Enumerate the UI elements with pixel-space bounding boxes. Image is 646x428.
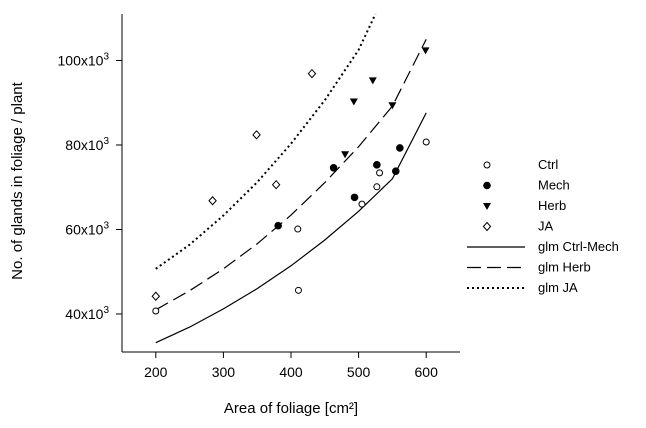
point-ja — [151, 291, 161, 301]
point-herb — [341, 151, 350, 159]
point-mech — [396, 144, 404, 152]
legend-marker-mech — [483, 181, 491, 190]
point-mech — [350, 193, 359, 202]
x-tick-label: 400 — [279, 364, 303, 380]
point-ja — [307, 68, 317, 79]
fit-line-glm-ja — [155, 13, 377, 270]
point-ja — [208, 195, 217, 206]
point-ja — [252, 130, 261, 140]
point-mech — [329, 163, 338, 172]
x-tick-label: 500 — [347, 364, 371, 380]
legend-label-mech: Mech — [538, 178, 570, 193]
legend-label-ctrl: Ctrl — [538, 157, 558, 172]
point-mech — [391, 167, 400, 175]
point-mech — [373, 161, 381, 169]
legend-marker-ctrl — [483, 161, 491, 169]
fit-lines — [155, 13, 427, 344]
x-tick-label: 600 — [415, 364, 439, 380]
x-axis-label: Area of foliage [cm²] — [224, 400, 358, 417]
axes: 200 300 400 500 600 40x103 60x103 80x103 100x103 — [58, 14, 460, 380]
point-mech — [274, 221, 282, 230]
fit-line-glm-ctrl-mech — [155, 112, 427, 344]
point-herb — [349, 98, 358, 106]
legend-label-glm-herb: glm Herb — [538, 260, 591, 275]
x-tick-label: 200 — [144, 364, 168, 380]
y-tick-label: 100x103 — [58, 51, 110, 68]
y-axis-label: No. of glands in foliage / plant — [9, 81, 26, 279]
data-points — [151, 47, 430, 315]
point-ctrl — [422, 138, 430, 146]
point-ctrl — [152, 307, 160, 315]
legend-label-ja: JA — [538, 219, 554, 234]
legend-label-glm-ctrl-mech: glm Ctrl-Mech — [538, 239, 619, 254]
y-tick-label: 60x103 — [65, 220, 109, 237]
point-ctrl — [358, 200, 366, 208]
y-tick-label: 40x103 — [65, 305, 109, 322]
x-tick-label: 300 — [212, 364, 236, 380]
point-herb — [421, 47, 430, 55]
point-ctrl — [373, 183, 381, 191]
point-ja — [271, 179, 281, 190]
legend-marker-herb — [483, 203, 491, 210]
point-herb — [388, 102, 397, 110]
fit-line-glm-herb — [155, 39, 427, 311]
point-herb — [368, 77, 377, 85]
legend-label-glm-ja: glm JA — [538, 280, 578, 295]
legend: Ctrl Mech Herb JA glm Ctrl-Mech glm Herb glm J… — [467, 157, 619, 295]
point-ctrl — [376, 169, 384, 177]
y-tick-label: 80x103 — [65, 136, 109, 153]
point-ctrl — [294, 225, 302, 233]
legend-label-herb: Herb — [538, 198, 566, 213]
legend-marker-ja — [482, 221, 492, 232]
point-ctrl — [294, 286, 302, 294]
